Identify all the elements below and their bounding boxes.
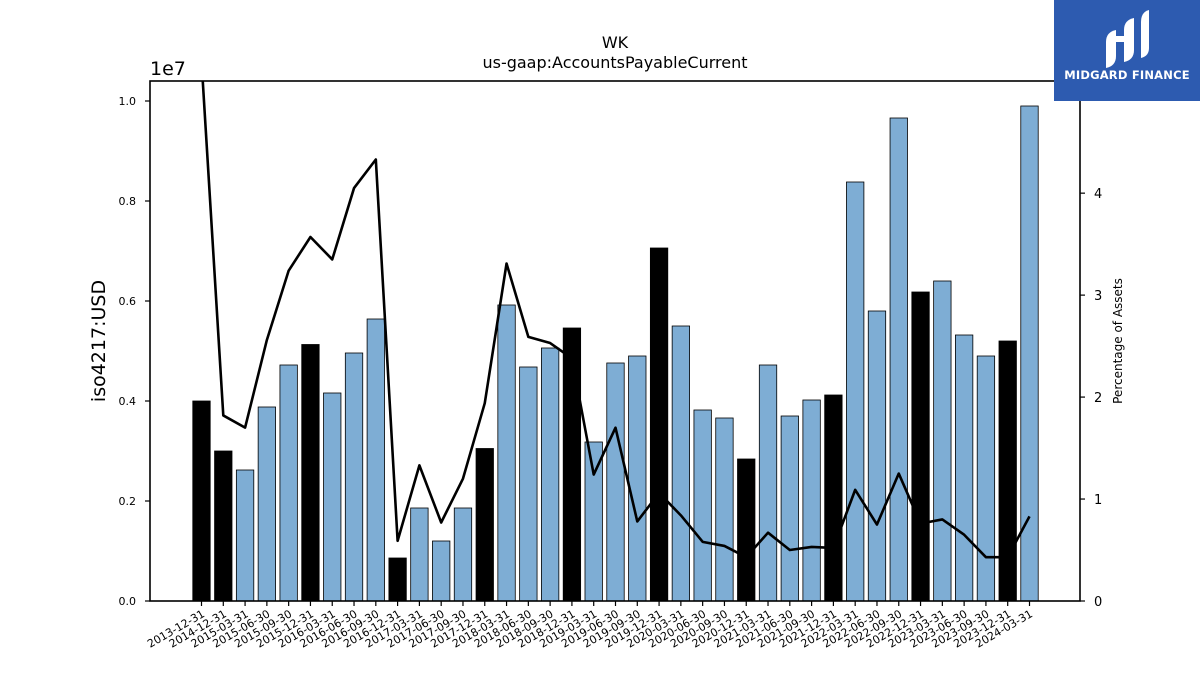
bar-2017-09-30 <box>453 507 473 602</box>
bar-2020-03-31 <box>671 325 690 602</box>
axes-layer: 0.00.20.40.60.81.0012342013-12-312014-12… <box>119 80 1102 651</box>
y-offset-label: 1e7 <box>150 58 186 80</box>
bar-2016-12-31 <box>388 557 407 602</box>
bar-2015-12-31 <box>301 344 320 602</box>
bar-2017-06-30 <box>432 540 451 602</box>
bar-2016-09-30 <box>366 318 385 602</box>
bar-2020-06-30 <box>693 409 712 602</box>
y2-tick-label: 0 <box>1094 595 1102 610</box>
bar-2023-12-31 <box>998 340 1017 602</box>
bar-2017-03-31 <box>410 507 429 602</box>
bar-2019-12-31 <box>649 247 669 602</box>
logo-text: MIDGARD FINANCE <box>1064 68 1190 82</box>
bar-2021-03-31 <box>758 364 778 602</box>
bar-2020-09-30 <box>715 417 734 602</box>
bar-2022-09-30 <box>889 117 908 602</box>
bar-2019-06-30 <box>606 362 625 602</box>
percentage-line <box>201 81 1031 559</box>
y2-tick-label: 1 <box>1094 493 1102 508</box>
y2-axis-label: Percentage of Assets <box>1111 278 1125 404</box>
y-axis-label: iso4217:USD <box>88 280 110 402</box>
bars-layer <box>192 105 1039 602</box>
bar-2017-12-31 <box>475 448 494 602</box>
bar-2022-06-30 <box>867 310 887 602</box>
y2-tick-label: 2 <box>1094 391 1102 406</box>
bar-2016-03-31 <box>323 392 342 602</box>
bar-2020-12-31 <box>737 458 756 602</box>
logo: MIDGARD FINANCE <box>1054 0 1200 101</box>
bar-2015-06-30 <box>257 406 276 602</box>
chart-subtitle: us-gaap:AccountsPayableCurrent <box>482 53 747 72</box>
y-tick-label: 0.8 <box>119 195 137 208</box>
chart-title: WK <box>602 33 629 52</box>
bar-2018-12-31 <box>562 327 582 602</box>
bar-2023-03-31 <box>933 280 952 602</box>
y-tick-label: 0.2 <box>119 495 137 508</box>
bar-2018-06-30 <box>519 366 538 602</box>
bar-2021-12-31 <box>824 394 843 602</box>
bar-2019-03-31 <box>584 441 603 602</box>
bar-2015-03-31 <box>235 469 255 602</box>
bar-2021-09-30 <box>802 399 821 602</box>
bar-2016-06-30 <box>344 352 364 602</box>
bar-2014-12-31 <box>214 450 233 602</box>
bar-2023-06-30 <box>955 334 974 602</box>
y2-tick-label: 4 <box>1094 187 1102 202</box>
bar-2018-09-30 <box>541 347 560 602</box>
bar-2013-12-31 <box>192 400 211 602</box>
y2-tick-label: 3 <box>1094 289 1102 304</box>
midgard-m-logo-icon <box>1106 10 1149 68</box>
line-layer <box>201 81 1031 559</box>
bar-2022-12-31 <box>911 291 930 602</box>
bar-2019-09-30 <box>628 355 647 602</box>
y-tick-label: 0.4 <box>119 395 137 408</box>
bar-2018-03-31 <box>497 304 516 602</box>
y-tick-label: 1.0 <box>119 95 137 108</box>
bar-2022-03-31 <box>846 181 865 602</box>
bar-2021-06-30 <box>780 415 799 602</box>
bar-2023-09-30 <box>976 355 996 602</box>
bar-2015-09-30 <box>279 364 298 602</box>
y-tick-label: 0.0 <box>119 595 137 608</box>
y-tick-label: 0.6 <box>119 295 137 308</box>
